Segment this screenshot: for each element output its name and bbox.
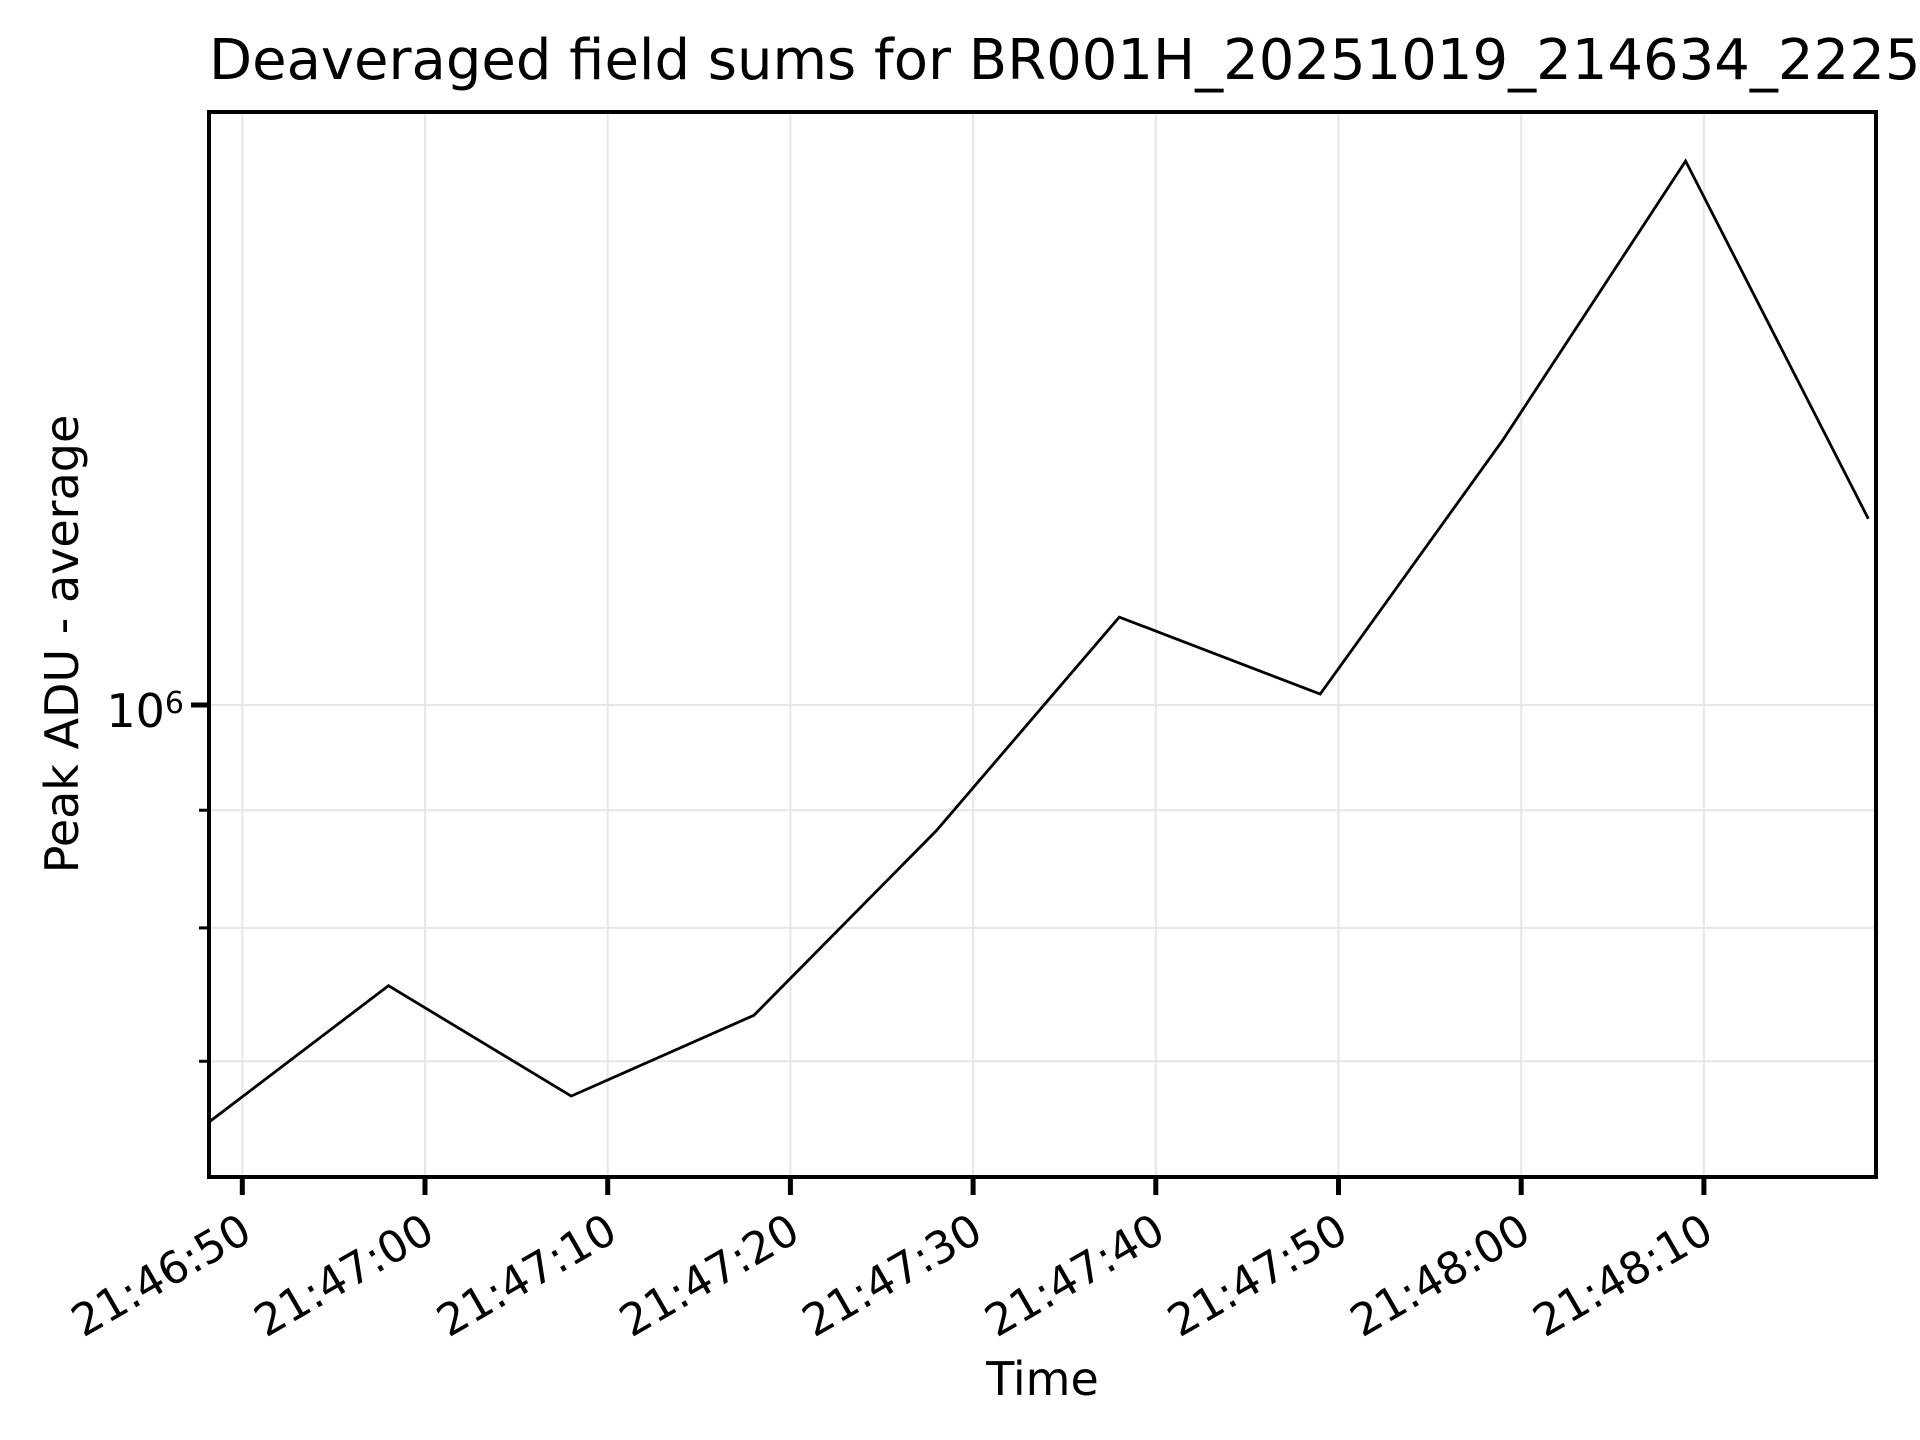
x-tick-label: 21:47:10 [429, 1204, 626, 1347]
data-line [209, 158, 1870, 1124]
x-tick-label: 21:47:40 [977, 1204, 1174, 1347]
x-tick-label: 21:47:50 [1159, 1204, 1356, 1347]
x-tick-label: 21:47:20 [611, 1204, 808, 1347]
y-tick-label-exponent: 6 [164, 686, 184, 721]
y-axis-label: Peak ADU - average [35, 414, 89, 874]
chart-title: Deaveraged field sums for BR001H_2025101… [209, 28, 1920, 93]
x-axis-label: Time [986, 1352, 1099, 1406]
plot-spines [207, 110, 1878, 1179]
x-tick-label: 21:47:00 [246, 1204, 443, 1347]
x-tick-label: 21:47:30 [794, 1204, 991, 1347]
x-tick-label: 21:48:10 [1525, 1204, 1722, 1347]
y-tick-label-1e6: 106 [0, 681, 184, 734]
x-tick-label: 21:46:50 [63, 1204, 260, 1347]
y-tick-label-base: 10 [106, 684, 165, 738]
x-tick-label: 21:48:00 [1342, 1204, 1539, 1347]
